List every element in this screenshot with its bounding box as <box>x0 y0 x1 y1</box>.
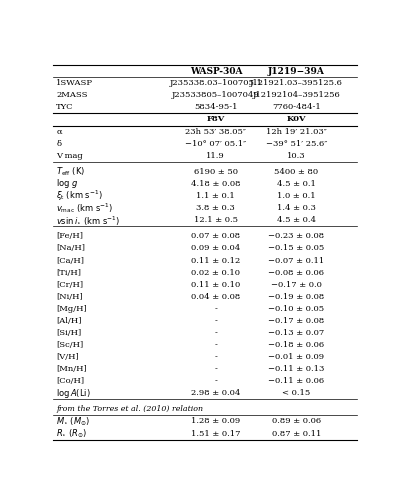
Text: [Ni/H]: [Ni/H] <box>56 293 83 301</box>
Text: 7760-484-1: 7760-484-1 <box>272 104 321 112</box>
Text: J23533805–1007049: J23533805–1007049 <box>172 91 260 99</box>
Text: [Cr/H]: [Cr/H] <box>56 281 83 289</box>
Text: 5834-95-1: 5834-95-1 <box>194 104 238 112</box>
Text: α: α <box>56 127 62 135</box>
Text: 0.87 ± 0.11: 0.87 ± 0.11 <box>272 430 321 437</box>
Text: 10.3: 10.3 <box>287 152 306 160</box>
Text: 1.4 ± 0.3: 1.4 ± 0.3 <box>277 204 316 212</box>
Text: J235338.03–100705.1: J235338.03–100705.1 <box>170 79 262 87</box>
Text: 3.8 ± 0.3: 3.8 ± 0.3 <box>196 204 235 212</box>
Text: [Mn/H]: [Mn/H] <box>56 365 87 373</box>
Text: −0.01 ± 0.09: −0.01 ± 0.09 <box>268 353 324 361</box>
Text: 1.1 ± 0.1: 1.1 ± 0.1 <box>196 192 235 200</box>
Text: −0.17 ± 0.08: −0.17 ± 0.08 <box>268 317 324 325</box>
Text: 4.18 ± 0.08: 4.18 ± 0.08 <box>191 180 241 188</box>
Text: 1.28 ± 0.09: 1.28 ± 0.09 <box>191 418 240 426</box>
Text: J12192104–3951256: J12192104–3951256 <box>252 91 340 99</box>
Text: 0.07 ± 0.08: 0.07 ± 0.08 <box>191 233 240 241</box>
Text: [Co/H]: [Co/H] <box>56 377 84 385</box>
Text: −0.15 ± 0.05: −0.15 ± 0.05 <box>268 245 324 252</box>
Text: −0.23 ± 0.08: −0.23 ± 0.08 <box>268 233 324 241</box>
Text: −10° 07′ 05.1″: −10° 07′ 05.1″ <box>185 139 246 148</box>
Text: −0.17 ± 0.0: −0.17 ± 0.0 <box>271 281 322 289</box>
Text: 4.5 ± 0.4: 4.5 ± 0.4 <box>277 216 316 224</box>
Text: -: - <box>214 305 217 313</box>
Text: 0.04 ± 0.08: 0.04 ± 0.08 <box>191 293 240 301</box>
Text: 0.09 ± 0.04: 0.09 ± 0.04 <box>191 245 240 252</box>
Text: 4.5 ± 0.1: 4.5 ± 0.1 <box>277 180 316 188</box>
Text: 0.02 ± 0.10: 0.02 ± 0.10 <box>191 268 240 277</box>
Text: 12h 19′ 21.03″: 12h 19′ 21.03″ <box>266 127 327 135</box>
Text: 12.1 ± 0.5: 12.1 ± 0.5 <box>194 216 238 224</box>
Text: $R_{\star}$ ($R_{\odot}$): $R_{\star}$ ($R_{\odot}$) <box>56 427 87 440</box>
Text: [Al/H]: [Al/H] <box>56 317 82 325</box>
Text: [Si/H]: [Si/H] <box>56 329 82 337</box>
Text: WASP-30A: WASP-30A <box>190 67 242 76</box>
Text: K0V: K0V <box>287 116 306 124</box>
Text: $M_{\star}$ ($M_{\odot}$): $M_{\star}$ ($M_{\odot}$) <box>56 415 90 428</box>
Text: −0.19 ± 0.08: −0.19 ± 0.08 <box>268 293 324 301</box>
Text: $v\sin i_{\star}$ (km s$^{-1}$): $v\sin i_{\star}$ (km s$^{-1}$) <box>56 214 120 227</box>
Text: 2MASS: 2MASS <box>56 91 88 99</box>
Text: $\log\,g$: $\log\,g$ <box>56 178 79 190</box>
Text: V mag: V mag <box>56 152 83 160</box>
Text: J121921.03–395125.6: J121921.03–395125.6 <box>250 79 343 87</box>
Text: 0.11 ± 0.12: 0.11 ± 0.12 <box>191 256 240 264</box>
Text: $\log A$(Li): $\log A$(Li) <box>56 386 91 400</box>
Text: −0.13 ± 0.07: −0.13 ± 0.07 <box>268 329 324 337</box>
Text: −0.07 ± 0.11: −0.07 ± 0.11 <box>268 256 324 264</box>
Text: $\xi_{\rm t}$ (km s$^{-1}$): $\xi_{\rm t}$ (km s$^{-1}$) <box>56 189 103 203</box>
Text: F8V: F8V <box>207 116 225 124</box>
Text: [Mg/H]: [Mg/H] <box>56 305 87 313</box>
Text: 11.9: 11.9 <box>206 152 225 160</box>
Text: 6190 ± 50: 6190 ± 50 <box>194 168 238 176</box>
Text: −0.08 ± 0.06: −0.08 ± 0.06 <box>268 268 324 277</box>
Text: 0.11 ± 0.10: 0.11 ± 0.10 <box>191 281 240 289</box>
Text: −0.11 ± 0.06: −0.11 ± 0.06 <box>268 377 324 385</box>
Text: δ: δ <box>56 139 61 148</box>
Text: 1.51 ± 0.17: 1.51 ± 0.17 <box>191 430 241 437</box>
Text: −39° 51′ 25.6″: −39° 51′ 25.6″ <box>266 139 327 148</box>
Text: TYC: TYC <box>56 104 74 112</box>
Text: −0.11 ± 0.13: −0.11 ± 0.13 <box>268 365 325 373</box>
Text: J1219−39A: J1219−39A <box>268 67 325 76</box>
Text: -: - <box>214 317 217 325</box>
Text: [Ca/H]: [Ca/H] <box>56 256 84 264</box>
Text: −0.10 ± 0.05: −0.10 ± 0.05 <box>268 305 324 313</box>
Text: [Ti/H]: [Ti/H] <box>56 268 81 277</box>
Text: −0.18 ± 0.06: −0.18 ± 0.06 <box>268 341 324 349</box>
Text: [Fe/H]: [Fe/H] <box>56 233 83 241</box>
Text: 5400 ± 80: 5400 ± 80 <box>274 168 318 176</box>
Text: -: - <box>214 341 217 349</box>
Text: $v_{\rm mac}$ (km s$^{-1}$): $v_{\rm mac}$ (km s$^{-1}$) <box>56 201 114 215</box>
Text: -: - <box>214 365 217 373</box>
Text: [Sc/H]: [Sc/H] <box>56 341 84 349</box>
Text: [Na/H]: [Na/H] <box>56 245 85 252</box>
Text: 23h 53′ 38.05″: 23h 53′ 38.05″ <box>185 127 246 135</box>
Text: 1SWASP: 1SWASP <box>56 79 93 87</box>
Text: -: - <box>214 353 217 361</box>
Text: -: - <box>214 377 217 385</box>
Text: $T_{\rm eff}$ (K): $T_{\rm eff}$ (K) <box>56 166 85 178</box>
Text: -: - <box>214 329 217 337</box>
Text: < 0.15: < 0.15 <box>282 389 310 397</box>
Text: 0.89 ± 0.06: 0.89 ± 0.06 <box>272 418 321 426</box>
Text: [V/H]: [V/H] <box>56 353 79 361</box>
Text: 1.0 ± 0.1: 1.0 ± 0.1 <box>277 192 316 200</box>
Text: from the Torres et al. (2010) relation: from the Torres et al. (2010) relation <box>56 405 203 413</box>
Text: 2.98 ± 0.04: 2.98 ± 0.04 <box>191 389 240 397</box>
